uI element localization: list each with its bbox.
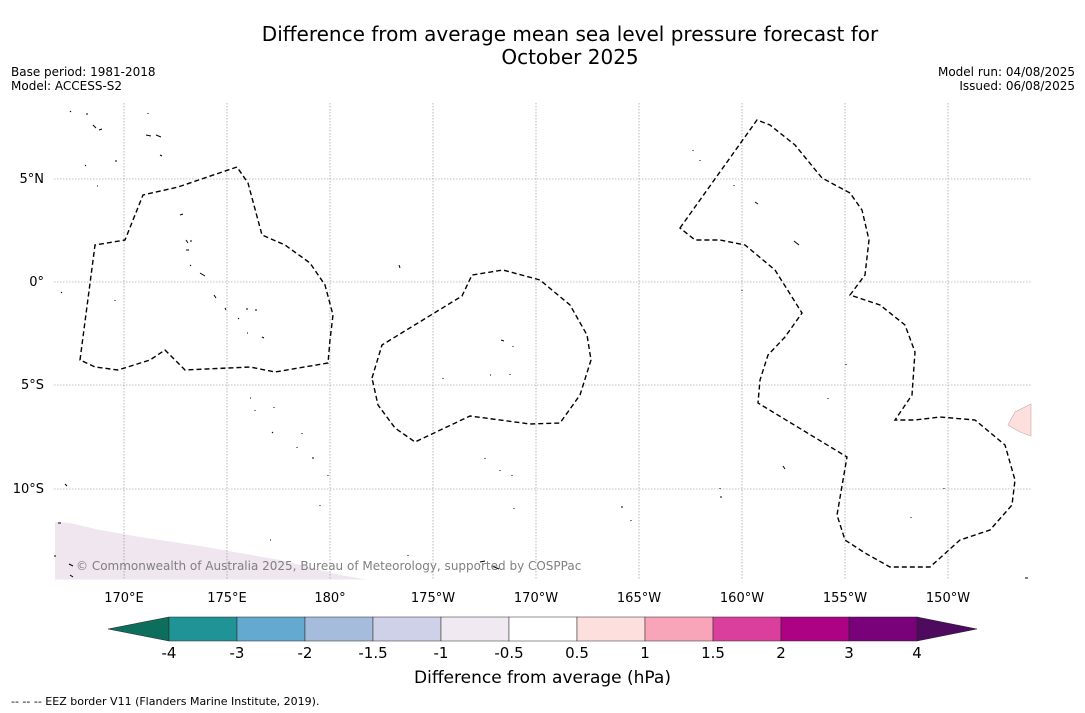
- lat-label-5s: 5°S: [21, 378, 44, 393]
- lon-label-175e: 175°E: [207, 591, 247, 606]
- colorbar-tick-label: 4: [912, 644, 922, 662]
- colorbar-under-arrow: [107, 616, 170, 642]
- colorbar-cell: [644, 616, 714, 642]
- lon-label-165w: 165°W: [617, 591, 661, 606]
- colorbar-tick-label: 1.5: [701, 644, 725, 662]
- colorbar-cell: [712, 616, 782, 642]
- lon-label-170e: 170°E: [104, 591, 144, 606]
- title-line-1: Difference from average mean sea level p…: [261, 22, 879, 46]
- colorbar-cell: [780, 616, 850, 642]
- colorbar-cell: [236, 616, 306, 642]
- base-period: Base period: 1981-2018: [11, 65, 156, 79]
- colorbar-tick-labels: -4 -3 -2 -1.5 -1 -0.5 0.5 1 1.5 2 3 4: [162, 644, 922, 662]
- model-name: Model: ACCESS-S2: [11, 79, 123, 93]
- colorbar-tick-label: -1: [434, 644, 449, 662]
- title-line-2: October 2025: [501, 45, 639, 69]
- copyright-notice: © Commonwealth of Australia 2025, Bureau…: [76, 559, 581, 573]
- lon-label-180: 180°: [314, 591, 345, 606]
- colorbar-tick-label: -1.5: [358, 644, 387, 662]
- colorbar-tick-label: 2: [776, 644, 786, 662]
- lon-label-175w: 175°W: [411, 591, 455, 606]
- colorbar-tick-label: 3: [844, 644, 854, 662]
- colorbar-tick-label: -0.5: [494, 644, 523, 662]
- colorbar-tick-label: -3: [230, 644, 245, 662]
- colorbar-cells: [168, 616, 918, 642]
- lat-label-5n: 5°N: [20, 172, 45, 187]
- colorbar-cell: [508, 616, 578, 642]
- meta-right: Model run: 04/08/2025 Issued: 06/08/2025: [938, 65, 1075, 93]
- eez-border-east: [679, 119, 1016, 568]
- eez-borders: [79, 119, 1016, 568]
- colorbar-cell: [576, 616, 646, 642]
- lon-label-160w: 160°W: [720, 591, 764, 606]
- latitude-gridlines: [54, 178, 1031, 490]
- colorbar-cell: [168, 616, 238, 642]
- islands: [54, 110, 1028, 579]
- lon-label-155w: 155°W: [823, 591, 867, 606]
- issued-date: Issued: 06/08/2025: [959, 79, 1075, 93]
- footnote: -- -- -- EEZ border V11 (Flanders Marine…: [11, 695, 320, 708]
- colorbar-tick-label: -2: [298, 644, 313, 662]
- colorbar-cell: [440, 616, 510, 642]
- colorbar-tick-label: 1: [640, 644, 650, 662]
- longitude-gridlines: [123, 103, 949, 580]
- longitude-labels: 170°E 175°E 180° 175°W 170°W 165°W 160°W…: [104, 591, 970, 606]
- colorbar-tick-label: -4: [162, 644, 177, 662]
- eez-border-central: [371, 269, 592, 443]
- colorbar-cell: [372, 616, 442, 642]
- colorbar-over-arrow: [916, 616, 978, 642]
- colorbar-tick-label: 0.5: [565, 644, 589, 662]
- lat-label-0: 0°: [29, 275, 44, 290]
- lon-label-170w: 170°W: [514, 591, 558, 606]
- colorbar-label: Difference from average (hPa): [414, 668, 671, 688]
- colorbar-cell: [848, 616, 918, 642]
- meta-left: Base period: 1981-2018 Model: ACCESS-S2: [11, 65, 156, 93]
- colorbar: -4 -3 -2 -1.5 -1 -0.5 0.5 1 1.5 2 3 4: [107, 616, 978, 662]
- eez-border-west: [79, 166, 334, 373]
- lat-label-10s: 10°S: [13, 482, 44, 497]
- anomaly-region-east: [1007, 403, 1032, 437]
- latitude-labels: 5°N 0° 5°S 10°S: [13, 172, 44, 497]
- colorbar-cell: [304, 616, 374, 642]
- anomaly-region-southwest: [55, 522, 370, 580]
- lon-label-150w: 150°W: [926, 591, 970, 606]
- model-run: Model run: 04/08/2025: [937, 65, 1075, 79]
